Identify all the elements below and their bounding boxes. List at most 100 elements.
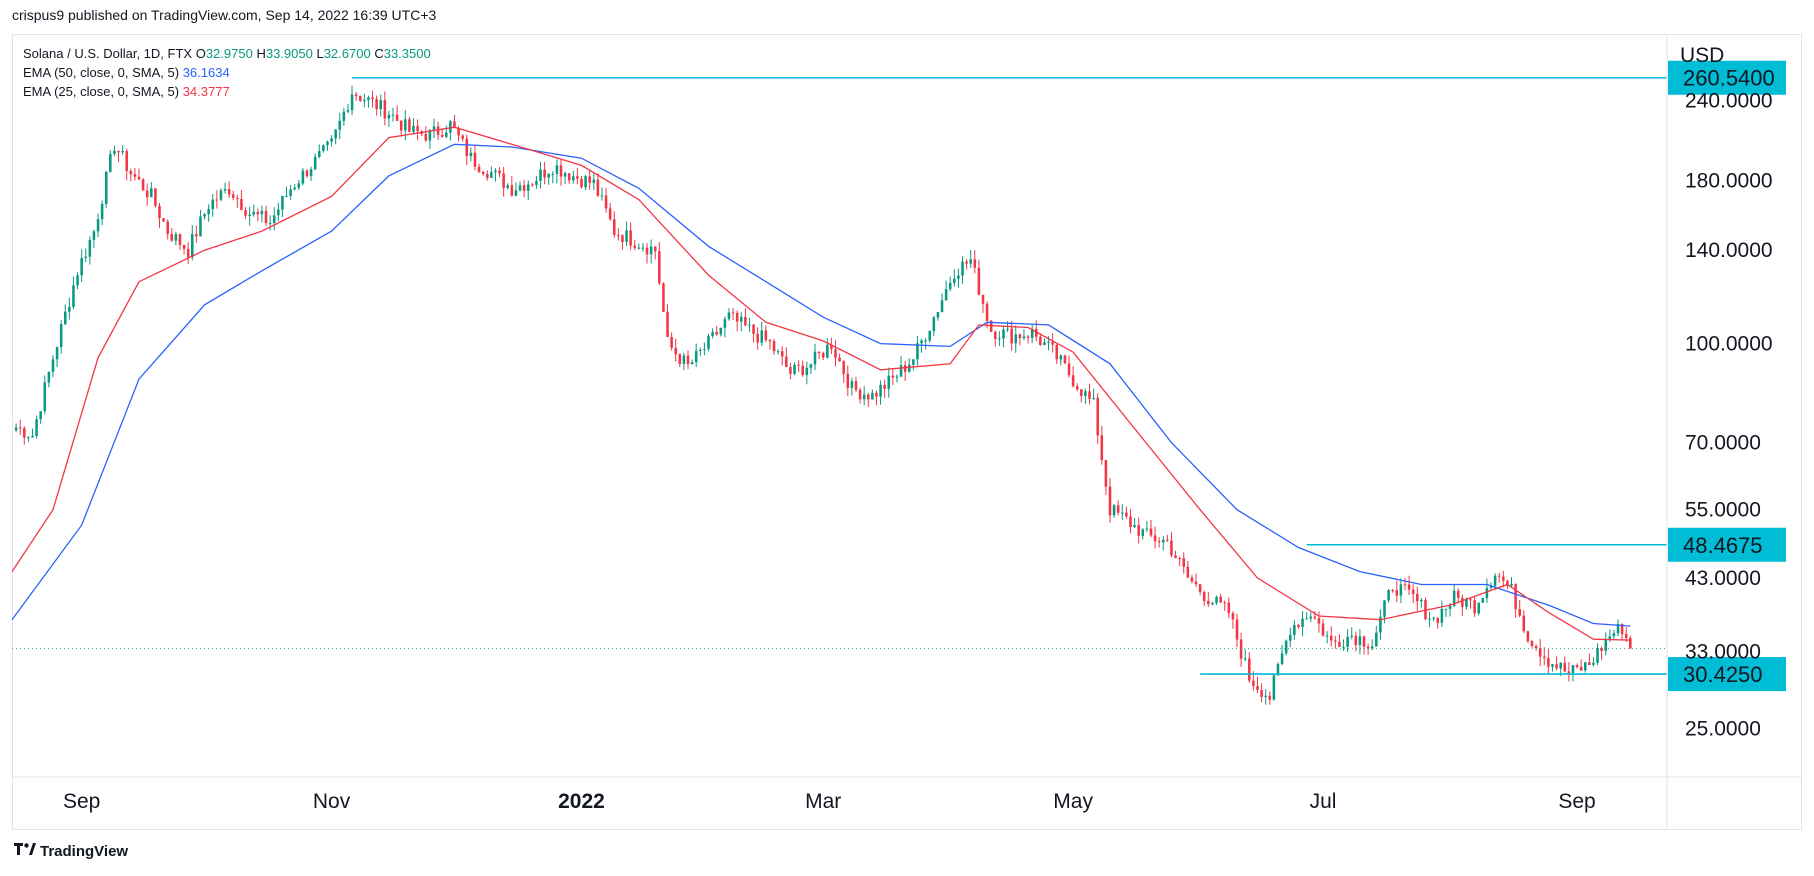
candle <box>440 128 444 138</box>
candle-body <box>633 245 637 248</box>
candle-body <box>383 100 387 119</box>
candle <box>912 359 915 371</box>
candle <box>604 187 608 213</box>
candle <box>1215 595 1218 605</box>
candle <box>383 91 387 126</box>
candle <box>68 297 71 320</box>
candle-body <box>1280 653 1284 665</box>
candle <box>346 103 350 114</box>
candle <box>1174 550 1177 559</box>
candle <box>1583 661 1587 673</box>
candle <box>1579 659 1583 671</box>
candle <box>723 316 727 338</box>
candle-body <box>1534 646 1538 648</box>
candle <box>1030 323 1034 344</box>
candle <box>1403 578 1407 591</box>
candle <box>776 349 780 355</box>
candle <box>1383 600 1386 624</box>
tradingview-logo-icon <box>14 842 36 861</box>
candle <box>510 175 514 197</box>
candle <box>1604 632 1608 656</box>
candle-body <box>14 427 18 431</box>
candle-body <box>547 174 550 178</box>
candle-body <box>502 173 505 189</box>
candle-body <box>1416 593 1419 602</box>
x-tick-label: May <box>1053 790 1093 813</box>
candle-body <box>395 114 399 121</box>
symbol-title[interactable]: Solana / U.S. Dollar, 1D, FTX <box>23 46 193 61</box>
candle-body <box>277 209 280 216</box>
candle <box>653 246 657 260</box>
candle <box>670 332 673 351</box>
ema25-line <box>11 126 1631 641</box>
candle-body <box>666 311 669 337</box>
candle-body <box>289 189 292 196</box>
ema25-label: EMA (25, close, 0, SMA, 5) <box>23 84 180 99</box>
candle-body <box>215 199 219 201</box>
candle <box>1227 597 1231 619</box>
candle-body <box>789 367 792 374</box>
candle-body <box>248 214 251 216</box>
candle-body <box>326 141 329 146</box>
candle-body <box>334 129 337 139</box>
candle <box>789 362 792 380</box>
candle-body <box>1309 616 1313 619</box>
candle-body <box>1338 641 1341 647</box>
candle <box>1137 517 1140 544</box>
candle-body <box>1231 613 1235 620</box>
candle-body <box>1202 591 1206 602</box>
levels-layer: 260.5400 48.4675 30.4250 <box>12 60 1786 692</box>
candle <box>289 184 292 201</box>
candle <box>535 175 538 190</box>
ema50-value: 36.1634 <box>182 65 230 80</box>
candle <box>1018 333 1022 346</box>
legend-ema25-row[interactable]: EMA (25, close, 0, SMA, 5) 34.3777 <box>23 82 431 101</box>
candle <box>576 167 579 185</box>
candle-body <box>1112 505 1116 516</box>
candle-body <box>281 196 284 210</box>
candle <box>326 140 329 151</box>
candle <box>1600 646 1603 661</box>
candle-body <box>596 179 600 196</box>
candle-body <box>477 166 481 172</box>
candle <box>113 145 116 157</box>
candle-body <box>457 128 460 136</box>
candle-body <box>973 259 977 268</box>
candle <box>395 105 399 121</box>
candle <box>80 249 83 283</box>
candle-body <box>1481 598 1485 603</box>
tradingview-logo[interactable]: TradingView <box>14 842 128 861</box>
candle <box>166 219 169 240</box>
candle-body <box>1301 618 1304 628</box>
candle-body <box>1178 558 1181 560</box>
candle-body <box>998 338 1001 340</box>
candle <box>813 343 817 371</box>
candle-body <box>989 320 993 332</box>
candle <box>1268 691 1272 705</box>
candle-body <box>1563 662 1567 672</box>
candle <box>1543 647 1546 666</box>
candle-body <box>244 210 247 216</box>
candle-body <box>1375 632 1378 647</box>
candle-body <box>170 233 174 241</box>
legend-symbol-row: Solana / U.S. Dollar, 1D, FTX O32.9750 H… <box>23 44 431 63</box>
candle-body <box>162 218 165 222</box>
candle <box>899 355 903 377</box>
candle <box>1051 333 1054 353</box>
candle-body <box>678 354 682 364</box>
legend-ema50-row[interactable]: EMA (50, close, 0, SMA, 5) 36.1634 <box>23 63 431 82</box>
candle <box>469 147 473 162</box>
candle-body <box>862 394 866 400</box>
candle <box>817 351 821 360</box>
candle-body <box>682 355 686 364</box>
candle <box>842 360 845 383</box>
candle <box>666 304 669 338</box>
candle <box>1629 635 1632 649</box>
ema25-value: 34.3777 <box>182 84 230 99</box>
candle-body <box>1276 664 1280 676</box>
candle-body <box>1272 675 1276 700</box>
candle <box>1264 689 1267 705</box>
candle-body <box>658 251 661 284</box>
candle <box>1022 329 1026 341</box>
